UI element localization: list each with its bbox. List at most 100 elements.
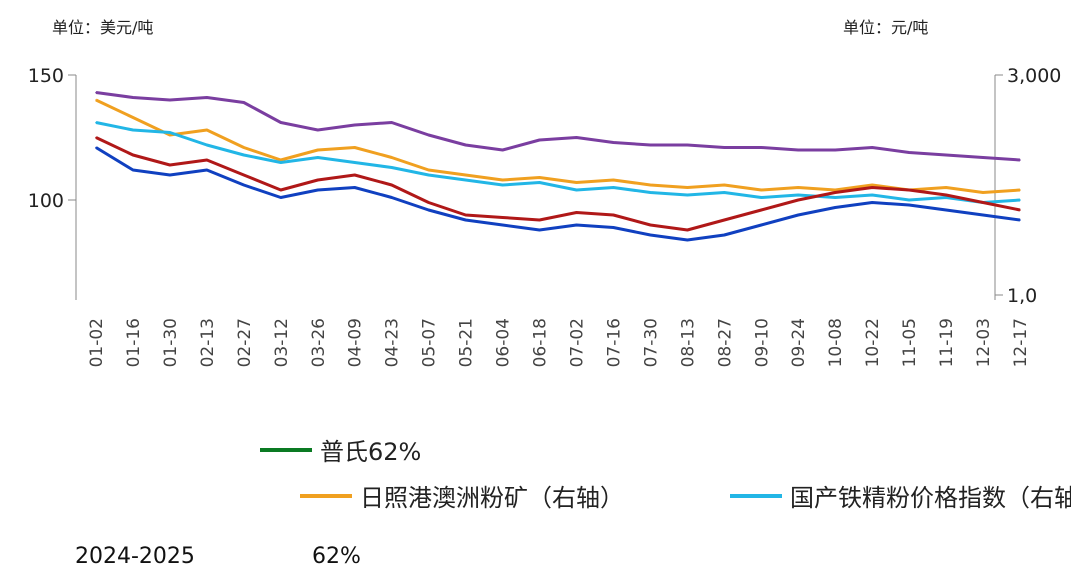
- series-point: [686, 239, 689, 241]
- series-point: [316, 156, 319, 159]
- x-tick-label: 11-05: [900, 318, 920, 367]
- x-tick-label: 05-07: [420, 318, 440, 367]
- x-tick-label: 10-22: [863, 318, 883, 367]
- series-point: [169, 99, 171, 101]
- series-point: [464, 219, 467, 221]
- series-point: [1019, 189, 1021, 191]
- x-tick-label: 07-02: [567, 318, 587, 367]
- series-point: [132, 96, 134, 99]
- left-tick-label: 100: [28, 190, 64, 212]
- series-point: [390, 196, 393, 199]
- series-point: [982, 201, 984, 204]
- line-chart: 150 100 3,000 1,0 01-02 01-16 01-30 02-13 02-27 0…: [28, 65, 1062, 367]
- series-point: [649, 234, 652, 236]
- series-point: [797, 194, 800, 196]
- x-tick-label: 08-13: [678, 318, 698, 367]
- x-tick-label: 07-16: [604, 318, 624, 367]
- x-tick-label: 09-10: [752, 318, 772, 367]
- series-point: [723, 146, 726, 149]
- right-tick-label: 1,0: [1007, 285, 1037, 307]
- legend-label: 日照港澳洲粉矿（右轴）: [360, 484, 624, 512]
- series-line: [95, 121, 1021, 204]
- series-point: [760, 146, 763, 149]
- x-tick-label: 11-19: [937, 318, 957, 367]
- series-point: [1019, 159, 1021, 161]
- legend-item: 普氏62%: [260, 432, 421, 467]
- series-point: [686, 194, 689, 196]
- series-point: [206, 169, 208, 171]
- series-point: [1019, 209, 1021, 211]
- series-point: [760, 189, 763, 191]
- series-point: [169, 131, 171, 134]
- x-tick-label: 02-13: [198, 318, 218, 367]
- legend-item: 日照港澳洲粉矿（右轴）: [300, 478, 624, 513]
- series-point: [834, 196, 836, 199]
- left-axis-unit: 单位：美元/吨: [52, 18, 154, 37]
- legend-item: 国产铁精粉价格指数（右轴）: [730, 478, 1071, 513]
- x-tick-label: 06-18: [531, 318, 551, 367]
- series-line: [95, 136, 1021, 232]
- x-tick-label: 10-08: [826, 318, 846, 367]
- series-point: [95, 146, 97, 149]
- series-point: [169, 134, 171, 136]
- legend-swatch: [730, 493, 782, 498]
- series-point: [280, 121, 282, 124]
- legend-swatch: [300, 493, 352, 498]
- series-point: [575, 136, 578, 139]
- series-point: [243, 101, 245, 104]
- right-axis-unit: 单位：元/吨: [843, 18, 929, 37]
- series-point: [982, 156, 984, 159]
- series-point: [908, 204, 910, 206]
- series-point: [575, 211, 578, 214]
- x-tick-label: 01-30: [161, 318, 181, 367]
- series-point: [353, 186, 356, 189]
- series-point: [982, 191, 984, 194]
- series-point: [316, 189, 319, 191]
- x-tick-label: 07-30: [641, 318, 661, 367]
- series-point: [316, 149, 319, 151]
- series-point: [464, 179, 467, 181]
- legend-label: 普氏62%: [320, 438, 422, 466]
- x-tick-label: 09-24: [789, 318, 809, 367]
- series-line: [95, 91, 1021, 162]
- series-point: [243, 146, 245, 149]
- x-tick-label: 01-16: [124, 318, 144, 367]
- series-point: [464, 174, 467, 176]
- series-point: [538, 176, 541, 179]
- series-point: [501, 149, 504, 151]
- series-point: [945, 194, 947, 196]
- series-point: [723, 234, 726, 236]
- series-point: [723, 191, 726, 194]
- series-point: [206, 96, 208, 99]
- series-point: [612, 186, 615, 189]
- series-point: [390, 184, 393, 186]
- series-point: [243, 174, 245, 176]
- series-line: [95, 146, 1021, 242]
- series-point: [760, 196, 763, 199]
- x-tick-label: 05-21: [457, 318, 477, 367]
- x-tick-label: 04-09: [346, 318, 366, 367]
- x-tick-label: 12-03: [974, 318, 994, 367]
- footer-period: 2024-2025: [75, 544, 195, 569]
- x-tick-label: 04-23: [383, 318, 403, 367]
- series-point: [575, 189, 578, 191]
- series-point: [686, 186, 689, 189]
- series-point: [834, 191, 836, 194]
- series-point: [797, 186, 800, 189]
- series-point: [132, 116, 134, 119]
- series-point: [169, 174, 171, 176]
- series-point: [353, 146, 356, 149]
- series-point: [538, 181, 541, 184]
- series-point: [649, 224, 652, 226]
- series-point: [760, 209, 763, 211]
- series-point: [501, 224, 504, 226]
- series-point: [538, 219, 541, 221]
- chart-legend: 普氏62% 日照港澳洲粉矿（右轴） 国产铁精粉价格指数（右轴）: [0, 400, 1071, 540]
- footer-percent: 62%: [312, 544, 361, 569]
- x-tick-label: 08-27: [715, 318, 735, 367]
- series-point: [427, 169, 430, 171]
- series-point: [686, 229, 689, 231]
- legend-label: 国产铁精粉价格指数（右轴）: [790, 484, 1071, 512]
- series-point: [243, 154, 245, 156]
- left-tick-label: 150: [28, 65, 64, 87]
